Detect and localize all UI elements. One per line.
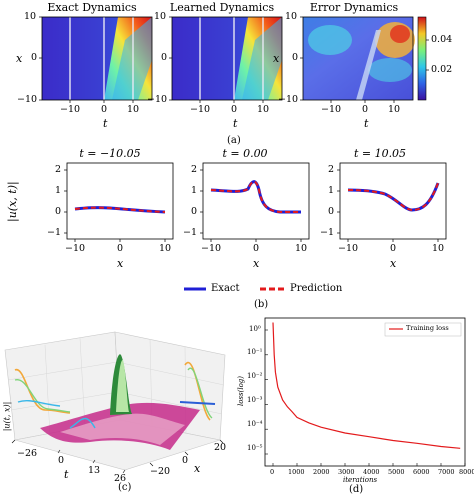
row1-ytick: 0 (31, 52, 38, 63)
loss-ytick: 10⁻¹ (247, 348, 263, 356)
row2-xtick: 10 (159, 243, 172, 254)
row2-ytick: 0 (191, 206, 198, 217)
loss-xtick: 2000 (313, 468, 330, 476)
surface-xtick: 20 (214, 442, 227, 453)
loss-xtick: 4000 (363, 468, 380, 476)
loss-xtick: 0 (270, 468, 275, 476)
surface-tlabel: t (64, 468, 69, 481)
row1-xtick: 0 (362, 104, 369, 115)
loss-plot-frame (264, 317, 466, 467)
row1-xtick: −10 (190, 104, 211, 115)
legend-exact-label: Exact (211, 283, 240, 294)
row2-ytick: 0 (55, 206, 62, 217)
row1-ytick: 10 (24, 11, 37, 22)
surface-ttick: 13 (88, 465, 101, 476)
row2-xtick: 10 (295, 243, 308, 254)
loss-ytick: 10⁻⁴ (247, 420, 263, 428)
row1-ytick: 10 (154, 11, 167, 22)
row2-xlabel: x (253, 257, 260, 270)
row1-xtick: −10 (60, 104, 81, 115)
surface-ttick: 26 (114, 473, 127, 484)
loss-xtick: 3000 (338, 468, 355, 476)
row2-xlabel: x (117, 257, 124, 270)
row1-ylabel: x (16, 52, 23, 65)
row2-xtick: 0 (253, 243, 260, 254)
loss-xtick: 6000 (413, 468, 430, 476)
colorbar-tick: 0.04 (431, 34, 453, 45)
loss-xtick: 8000 (459, 468, 474, 476)
row1-ytick: 10 (285, 11, 298, 22)
row2-xtick: 0 (117, 243, 124, 254)
row2-ytick: −1 (320, 227, 335, 238)
caption-b: (b) (254, 299, 269, 310)
panel-title-exact: Exact Dynamics (47, 1, 137, 14)
profile-title-1: t = −10.05 (79, 147, 141, 160)
row2-ytick: 1 (191, 185, 198, 196)
row2-ytick: −1 (183, 227, 198, 238)
loss-xtick: 7000 (438, 468, 455, 476)
loss-ylabel: loss(log) (237, 375, 246, 407)
profile-plots (64, 162, 447, 291)
panel-title-learned: Learned Dynamics (169, 1, 275, 14)
surface-ttick: −26 (17, 448, 38, 459)
profile-title-3: t = 10.05 (353, 147, 407, 160)
colorbar-tick: 0.02 (431, 64, 453, 75)
loss-series-line (272, 322, 461, 449)
row1-xlabel: t (364, 117, 369, 130)
loss-legend-label: Training loss (406, 324, 449, 332)
row1-xtick: 0 (231, 104, 238, 115)
loss-ytick: 10⁻³ (247, 396, 263, 404)
row1-ytick: 0 (161, 52, 168, 63)
row1-xtick: 10 (127, 104, 140, 115)
surface-3d (4, 331, 226, 474)
row2-xtick: −10 (338, 243, 359, 254)
surface-xlabel: x (194, 462, 201, 475)
surface-xtick: −20 (150, 466, 171, 477)
row2-ytick: 1 (328, 185, 335, 196)
loss-legend-box (384, 322, 462, 337)
legend-prediction-label: Prediction (290, 283, 343, 294)
surface-xtick: 0 (182, 455, 189, 466)
row2-xtick: −10 (65, 243, 86, 254)
row2-ytick: 0 (328, 206, 335, 217)
loss-xtick: 5000 (388, 468, 405, 476)
surface-ttick: 0 (58, 455, 65, 466)
loss-xlabel: iterations (343, 476, 378, 484)
row2-xtick: 10 (432, 243, 445, 254)
caption-d: (d) (349, 484, 364, 495)
profile-title-2: t = 0.00 (222, 147, 268, 160)
row1-xtick: 0 (101, 104, 108, 115)
loss-ytick: 10⁻² (247, 372, 263, 380)
row1-xlabel: t (233, 117, 238, 130)
row2-ytick: 2 (55, 164, 62, 175)
row1-ylabel: x (273, 52, 280, 65)
row2-xtick: 0 (390, 243, 397, 254)
row1-ytick: 0 (292, 52, 299, 63)
row2-ytick: 1 (55, 185, 62, 196)
row1-xtick: 10 (388, 104, 401, 115)
row1-ytick: −10 (17, 94, 38, 105)
loss-xtick: 1000 (288, 468, 305, 476)
row2-ytick: 2 (328, 164, 335, 175)
row1-xlabel: t (103, 117, 108, 130)
loss-ytick: 10⁻⁵ (247, 444, 263, 452)
row1-xtick: 10 (257, 104, 270, 115)
row2-xtick: −10 (201, 243, 222, 254)
heatmap-exact (39, 16, 429, 103)
row2-ytick: 2 (191, 164, 198, 175)
row2-xlabel: x (390, 257, 397, 270)
loss-ytick: 10⁰ (249, 325, 261, 333)
panel-title-error: Error Dynamics (309, 1, 399, 14)
caption-c: (c) (118, 482, 132, 493)
row1-xtick: −10 (321, 104, 342, 115)
row2-ytick: −1 (47, 227, 62, 238)
caption-a: (a) (227, 135, 241, 146)
row1-ytick: −10 (278, 94, 299, 105)
row1-ytick: −10 (147, 94, 168, 105)
